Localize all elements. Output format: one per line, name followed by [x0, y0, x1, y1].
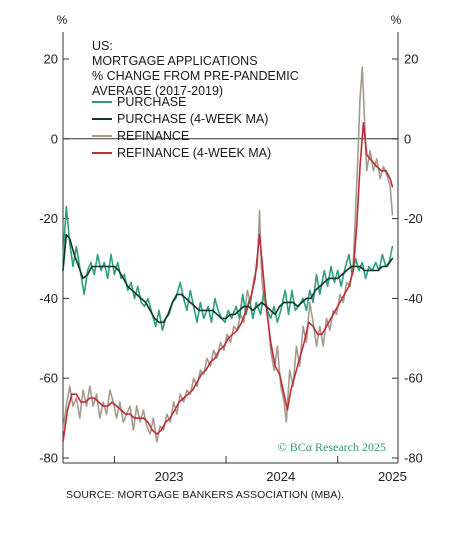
right-unit-label: %	[391, 13, 402, 27]
series-line-refinance-4-week-ma	[62, 122, 394, 443]
right-y-tick-label: -40	[404, 291, 423, 306]
legend: PURCHASE PURCHASE (4-WEEK MA) REFINANCE REF…	[92, 95, 271, 160]
legend-label: PURCHASE	[117, 95, 186, 109]
x-tick-label: 2025	[378, 469, 407, 484]
chart-title-line-1: US:	[92, 39, 113, 53]
left-y-tick-label: -80	[39, 451, 58, 466]
left-y-tick-label: 0	[51, 131, 58, 146]
left-y-tick-label: -20	[39, 211, 58, 226]
legend-label: PURCHASE (4-WEEK MA)	[117, 112, 268, 126]
copyright-label: © BCα Research 2025	[278, 440, 386, 454]
x-tick-label: 2024	[266, 469, 295, 484]
chart-title-line-3: % CHANGE FROM PRE-PANDEMIC	[92, 69, 299, 83]
left-y-tick-label: 20	[44, 52, 58, 67]
legend-label: REFINANCE	[117, 129, 189, 143]
right-y-tick-label: 0	[404, 131, 411, 146]
chart-title-line-2: MORTGAGE APPLICATIONS	[92, 54, 258, 68]
left-unit-label: %	[57, 13, 68, 27]
right-y-tick-label: 20	[404, 52, 418, 67]
plot-area	[62, 66, 394, 443]
legend-label: REFINANCE (4-WEEK MA)	[117, 146, 271, 160]
series-line-purchase-4-week-ma	[62, 233, 394, 324]
right-y-tick-label: -80	[404, 451, 423, 466]
left-y-tick-label: -40	[39, 291, 58, 306]
left-y-axis: 20 0 -20 -40 -60 -80	[39, 52, 69, 466]
right-y-axis: 20 0 -20 -40 -60 -80	[392, 52, 423, 466]
left-y-tick-label: -60	[39, 371, 58, 386]
chart-title-line-4: AVERAGE (2017-2019)	[92, 84, 223, 98]
x-tick-label: 2023	[155, 469, 184, 484]
source-note: SOURCE: MORTGAGE BANKERS ASSOCIATION (MB…	[66, 489, 345, 501]
right-y-tick-label: -20	[404, 211, 423, 226]
right-y-tick-label: -60	[404, 371, 423, 386]
series-line-purchase	[62, 205, 394, 332]
x-axis: 2023 2024 2025	[113, 456, 407, 484]
series-line-refinance	[62, 66, 394, 443]
